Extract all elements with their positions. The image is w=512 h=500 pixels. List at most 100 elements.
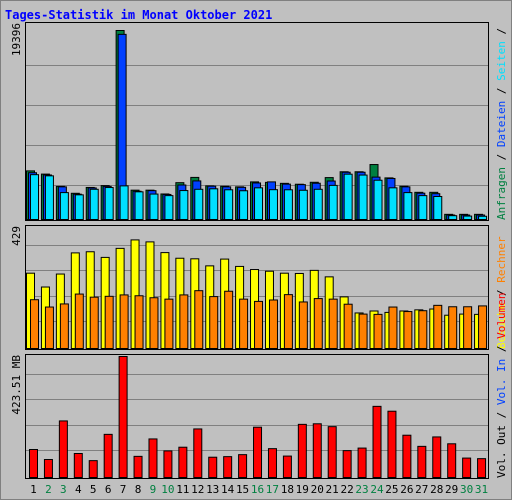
bar-rechner [134, 295, 144, 349]
bar-volumen [43, 459, 53, 479]
bar-volumen [297, 423, 307, 478]
y-max-label: 423.51 MB [10, 355, 23, 415]
x-tick-label: 7 [120, 483, 127, 496]
bar-volumen [342, 450, 352, 479]
x-tick-label: 9 [150, 483, 157, 496]
bar-volumen [133, 455, 143, 478]
bar-rechner [418, 310, 428, 350]
bar-volumen [327, 426, 337, 478]
bar-rechner [74, 293, 84, 350]
x-tick-label: 15 [236, 483, 249, 496]
bar-seiten [298, 189, 308, 220]
bar-volumen [29, 449, 38, 479]
bar-rechner [283, 294, 293, 349]
bar-rechner [209, 296, 219, 350]
bar-seiten [149, 193, 159, 221]
legend-entry: / [495, 81, 508, 101]
x-tick-label: 22 [340, 483, 353, 496]
legend-top: Anfragen / Dateien / Seiten / [495, 28, 508, 220]
legend-entry: Dateien [495, 101, 508, 147]
legend-entry: / [495, 283, 508, 303]
bar-volumen [118, 356, 128, 478]
bar-rechner [433, 304, 443, 350]
bar-rechner [149, 297, 159, 350]
legend-entry: Seiten [495, 41, 508, 81]
bar-seiten [59, 192, 69, 220]
bar-seiten [448, 215, 458, 221]
bar-rechner [373, 313, 383, 349]
x-tick-label: 29 [445, 483, 458, 496]
bar-volumen [312, 423, 322, 479]
bar-rechner [448, 306, 458, 349]
bar-seiten [119, 185, 129, 221]
bar-seiten [418, 195, 428, 221]
bar-seiten [283, 189, 293, 220]
chart-title: Tages-Statistik im Monat Oktober 2021 [5, 8, 273, 22]
bar-volumen [432, 436, 442, 479]
legend-bottom: Vol. Out / Vol. In / Volumen [495, 293, 508, 478]
bar-seiten [358, 174, 368, 221]
bar-volumen [58, 420, 68, 478]
bar-rechner [313, 298, 323, 350]
legend-entry: Volumen [495, 293, 508, 339]
bar-rechner [164, 298, 174, 349]
bar-rechner [388, 306, 398, 349]
bar-seiten [343, 173, 353, 221]
x-tick-label: 6 [105, 483, 112, 496]
bar-rechner [179, 294, 189, 349]
bar-rechner [478, 305, 488, 349]
bar-seiten [403, 192, 413, 220]
bar-seiten [30, 174, 39, 221]
bar-rechner [254, 300, 264, 349]
bar-seiten [44, 175, 54, 221]
x-tick-label: 30 [460, 483, 473, 496]
x-tick-label: 23 [355, 483, 368, 496]
bar-seiten [89, 188, 99, 220]
legend-middle: Besuche / Rechner [495, 236, 508, 349]
x-tick-label: 14 [221, 483, 235, 496]
legend-entry: / [495, 147, 508, 167]
bar-volumen [163, 450, 173, 478]
bar-seiten [478, 215, 488, 221]
x-tick-label: 21 [326, 483, 339, 496]
x-tick-label: 2 [45, 483, 52, 496]
x-tick-label: 11 [176, 483, 189, 496]
bar-volumen [447, 443, 457, 478]
legend-entry: / [495, 28, 508, 41]
bar-rechner [268, 299, 278, 350]
bar-seiten [164, 195, 174, 221]
legend-entry: Rechner [495, 236, 508, 283]
bar-rechner [239, 298, 249, 349]
bar-seiten [388, 187, 398, 221]
bar-rechner [328, 298, 338, 349]
bar-rechner [104, 295, 114, 350]
x-tick-label: 10 [161, 483, 174, 496]
bar-seiten [268, 189, 278, 220]
bar-rechner [44, 306, 54, 349]
bar-volumen [103, 433, 113, 478]
bar-rechner [358, 313, 368, 350]
bar-seiten [209, 188, 219, 220]
bar-rechner [298, 301, 308, 350]
bar-seiten [74, 194, 84, 221]
bar-seiten [463, 215, 473, 221]
bar-volumen [148, 438, 158, 478]
bar-rechner [343, 303, 353, 350]
bar-volumen [193, 428, 203, 478]
x-tick-label: 16 [251, 483, 264, 496]
y-max-label: 429 [10, 226, 23, 246]
legend-entry: Vol. Out [495, 425, 508, 478]
bar-volumen [372, 405, 382, 478]
x-tick-label: 28 [430, 483, 443, 496]
x-tick-label: 3 [60, 483, 67, 496]
x-tick-label: 26 [400, 483, 413, 496]
bar-rechner [119, 294, 129, 349]
bar-rechner [403, 311, 413, 349]
x-tick-label: 1 [30, 483, 37, 496]
x-tick-label: 13 [206, 483, 219, 496]
bar-seiten [239, 190, 249, 220]
bar-volumen [178, 446, 188, 478]
x-tick-label: 12 [191, 483, 204, 496]
legend-entry: Anfragen [495, 167, 508, 220]
